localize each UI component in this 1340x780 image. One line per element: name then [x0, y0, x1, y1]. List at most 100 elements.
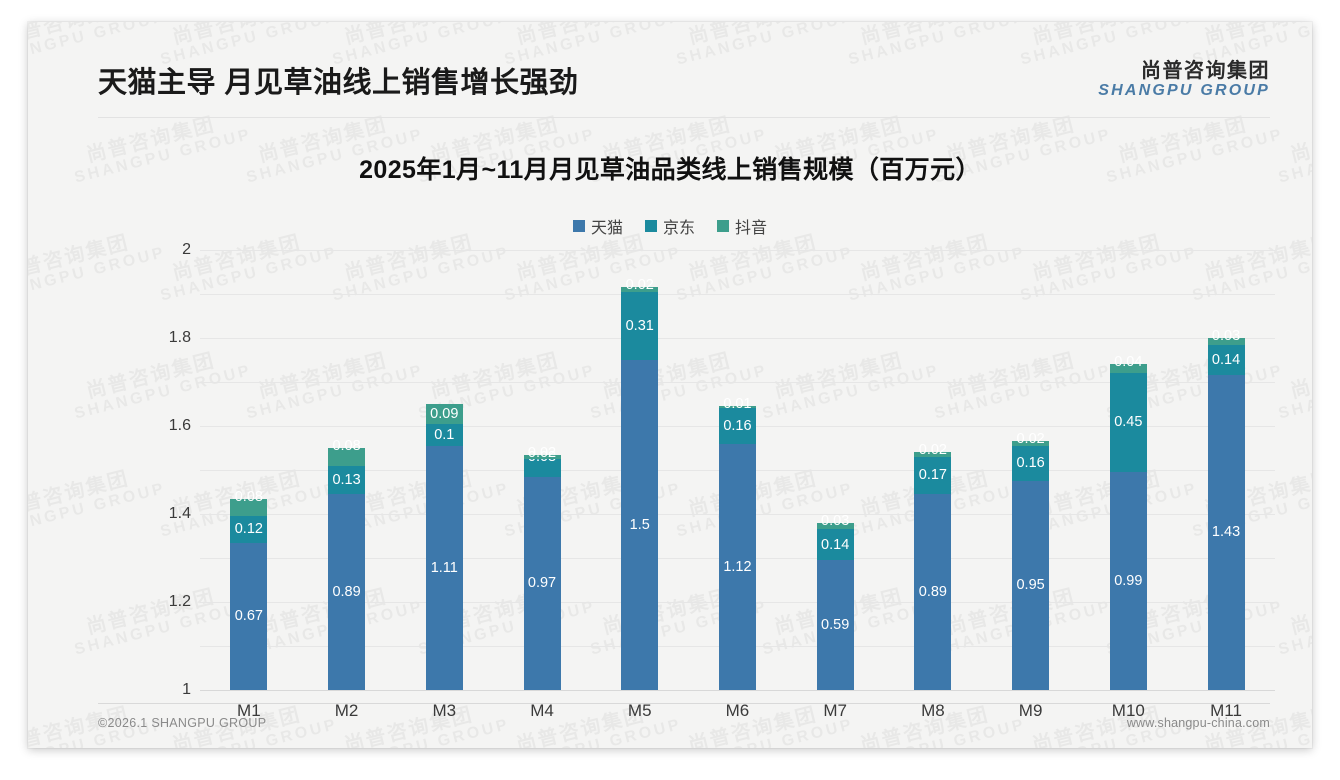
bar-segment-京东[interactable]: 0.1 — [425, 423, 463, 446]
footer-copyright: ©2026.1 SHANGPU GROUP — [98, 716, 267, 730]
legend-swatch-icon — [644, 220, 657, 232]
bar-segment-抖音[interactable]: 0.02 — [914, 443, 952, 457]
y-axis-tick-label: 1.6 — [168, 417, 191, 434]
bar-segment-京东[interactable]: 0.45 — [1109, 373, 1147, 473]
bar-value-label: 0.02 — [527, 444, 557, 461]
gridline: 1.4 — [169, 382, 1275, 522]
bar-segment-京东[interactable]: 0.08 — [523, 450, 561, 477]
bar-segment-京东[interactable]: 0.17 — [914, 456, 952, 495]
y-axis-tick-label: 1 — [182, 681, 191, 698]
bar-segment-抖音[interactable]: 0.04 — [1109, 355, 1147, 374]
chart-title: 2025年1月~11月月见草油品类线上销售规模（百万元） — [359, 156, 981, 184]
footer-divider — [98, 703, 1270, 704]
bar-segment-天猫[interactable]: 0.99 — [1109, 472, 1147, 690]
bar-segment-天猫[interactable]: 0.59 — [816, 560, 854, 690]
y-axis-tick-label: 2 — [182, 241, 191, 258]
bar-value-label: 0.1 — [434, 426, 455, 443]
bar-segment-京东[interactable]: 0.14 — [1207, 344, 1245, 376]
bar-value-label: 0.13 — [332, 471, 361, 488]
bar-segment-抖音[interactable]: 0.03 — [1207, 329, 1245, 345]
bar-column-M11[interactable]: 1.43 0.14 0.03 M11 — [1207, 329, 1245, 720]
chart-bars: 0.67 0.12 0.08 M1 0.89 0.13 0.08 M2 1.11 0.1 0.09 M… — [200, 250, 1275, 720]
bar-value-label: 0.95 — [1016, 577, 1045, 594]
bar-segment-天猫[interactable]: 1.43 — [1207, 375, 1245, 690]
gridline: 1.8 — [169, 294, 1275, 346]
bar-value-label: 0.89 — [918, 583, 947, 600]
bar-value-label: 0.03 — [821, 512, 850, 529]
bar-segment-天猫[interactable]: 1.12 — [718, 443, 756, 690]
bar-segment-抖音[interactable]: 0.02 — [523, 445, 561, 459]
bar-column-M1[interactable]: 0.67 0.12 0.08 M1 — [230, 489, 268, 720]
gridline: 1.6 — [169, 338, 1275, 434]
bar-segment-天猫[interactable]: 0.89 — [328, 494, 366, 690]
legend-item-京东[interactable]: 京东 — [644, 214, 695, 238]
bar-segment-京东[interactable]: 0.16 — [718, 408, 756, 444]
bar-column-M4[interactable]: 0.97 0.080.02 M4 — [523, 445, 561, 720]
bar-column-M8[interactable]: 0.89 0.17 0.02 M8 — [914, 443, 952, 720]
bar-segment-京东[interactable]: 0.12 — [230, 516, 268, 543]
bar-column-M9[interactable]: 0.95 0.16 0.02 M9 — [1012, 432, 1050, 720]
bar-column-M10[interactable]: 0.99 0.45 0.04 M10 — [1109, 355, 1147, 720]
x-axis-tick-label: M11 — [1210, 701, 1242, 720]
legend-item-抖音[interactable]: 抖音 — [717, 214, 767, 238]
bar-segment-抖音[interactable]: 0.01 — [718, 397, 756, 411]
legend-swatch-icon — [717, 220, 729, 232]
bar-segment-京东[interactable]: 0.31 — [621, 291, 659, 360]
x-axis-tick-label: M1 — [237, 701, 261, 720]
bar-segment-天猫[interactable]: 1.5 — [621, 360, 659, 690]
bar-value-label: 0.17 — [918, 467, 947, 484]
bar-value-label: 0.97 — [527, 575, 557, 592]
bar-segment-抖音[interactable]: 0.08 — [230, 489, 268, 517]
x-axis-tick-label: M2 — [334, 701, 359, 720]
bar-column-M6[interactable]: 1.12 0.16 0.01 M6 — [718, 397, 756, 720]
bar-column-M7[interactable]: 0.59 0.14 0.03 M7 — [816, 514, 854, 720]
bar-segment-京东[interactable]: 0.16 — [1012, 445, 1050, 481]
bar-column-M5[interactable]: 1.5 0.31 0.02 M5 — [621, 278, 659, 720]
bar-segment-抖音[interactable]: 0.09 — [425, 404, 463, 424]
brand-logo: 尚普咨询集团 SHANGPU GROUP — [1098, 60, 1270, 100]
bar-value-label: 0.16 — [1016, 455, 1045, 472]
bar-value-label: 0.01 — [723, 395, 752, 412]
bar-segment-抖音[interactable]: 0.08 — [328, 439, 366, 466]
bar-value-label: 0.08 — [234, 488, 263, 505]
y-axis-tick-label: 1.2 — [168, 593, 191, 610]
bar-segment-天猫[interactable]: 1.11 — [425, 445, 463, 690]
logo-english-text: SHANGPU GROUP — [1098, 82, 1270, 100]
bar-segment-天猫[interactable]: 0.89 — [914, 494, 952, 690]
bar-value-label: 0.45 — [1114, 414, 1143, 431]
bar-column-M3[interactable]: 1.11 0.1 0.09 M3 — [425, 404, 463, 720]
legend-label: 京东 — [662, 220, 695, 237]
bar-value-label: 1.12 — [723, 558, 752, 575]
bar-segment-抖音[interactable]: 0.02 — [621, 278, 659, 292]
bar-value-label: 0.04 — [1114, 354, 1143, 371]
bar-segment-京东[interactable]: 0.13 — [328, 465, 366, 495]
bar-segment-抖音[interactable]: 0.03 — [816, 514, 854, 530]
bar-value-label: 0.08 — [332, 437, 361, 454]
x-axis-tick-label: M4 — [530, 701, 554, 720]
footer-website[interactable]: www.shangpu-china.com — [1126, 716, 1270, 730]
bar-value-label: 0.02 — [918, 442, 948, 459]
bar-segment-天猫[interactable]: 0.67 — [230, 542, 268, 690]
y-axis-tick-label: 1.4 — [168, 505, 191, 522]
gridline: 0 — [200, 690, 1275, 691]
bar-column-M2[interactable]: 0.89 0.13 0.08 M2 — [328, 439, 366, 720]
x-axis-tick-label: M5 — [627, 701, 652, 720]
x-axis-tick-label: M3 — [432, 701, 457, 720]
x-axis-tick-label: M9 — [1018, 701, 1043, 720]
bar-value-label: 0.03 — [1211, 327, 1241, 344]
bar-value-label: 0.99 — [1114, 572, 1143, 589]
legend-swatch-icon — [572, 220, 585, 232]
legend-label: 抖音 — [735, 220, 768, 237]
header-divider — [98, 117, 1270, 118]
bar-segment-天猫[interactable]: 0.95 — [1012, 481, 1050, 690]
bar-value-label: 0.59 — [821, 616, 850, 633]
legend-item-天猫[interactable]: 天猫 — [572, 214, 623, 238]
bar-segment-抖音[interactable]: 0.02 — [1012, 432, 1050, 446]
bar-value-label: 1.43 — [1211, 524, 1241, 541]
bar-segment-京东[interactable]: 0.14 — [816, 529, 854, 561]
bar-value-label: 0.16 — [723, 417, 752, 434]
bar-value-label: 0.02 — [1016, 431, 1045, 448]
bar-segment-天猫[interactable]: 0.97 — [523, 476, 561, 690]
